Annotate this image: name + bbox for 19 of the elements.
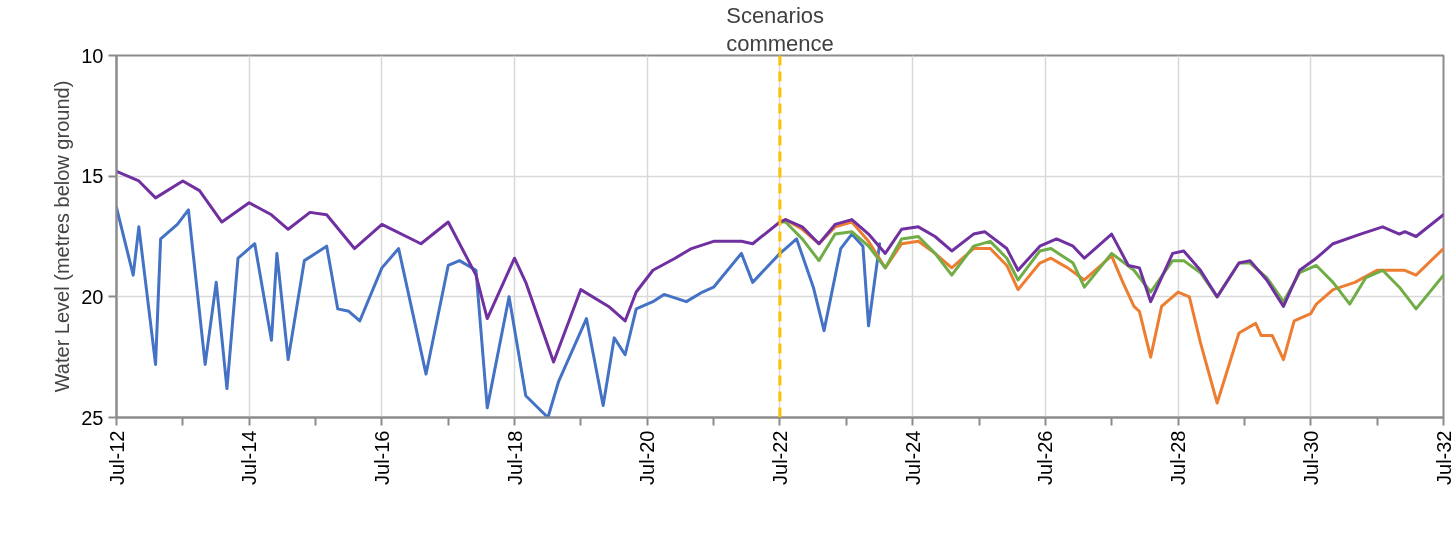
x-tick-label: Jul-16: [370, 430, 393, 485]
x-tick-label: Jul-22: [768, 430, 791, 485]
line-series: [116, 169, 1444, 364]
x-tick-label: Jul-30: [1299, 430, 1322, 485]
x-tick-label: Jul-32: [1432, 430, 1455, 485]
line-series: [116, 206, 882, 418]
x-tick-label: Jul-28: [1167, 430, 1190, 485]
x-tick-label: Jul-26: [1034, 430, 1057, 485]
ref-line-label: Scenarios commence: [726, 3, 834, 56]
x-tick-label: Jul-12: [105, 430, 128, 485]
y-axis-title: Water Level (metres below ground): [51, 80, 74, 393]
y-tick-label: 15: [81, 165, 104, 188]
y-tick-label: 10: [81, 44, 104, 67]
x-tick-label: Jul-20: [636, 430, 659, 485]
x-tick-label: Jul-18: [503, 430, 526, 485]
y-tick-label: 20: [81, 285, 104, 308]
x-tick-label: Jul-14: [238, 430, 261, 485]
y-tick-label: 25: [81, 406, 104, 429]
x-tick-label: Jul-24: [901, 430, 924, 485]
